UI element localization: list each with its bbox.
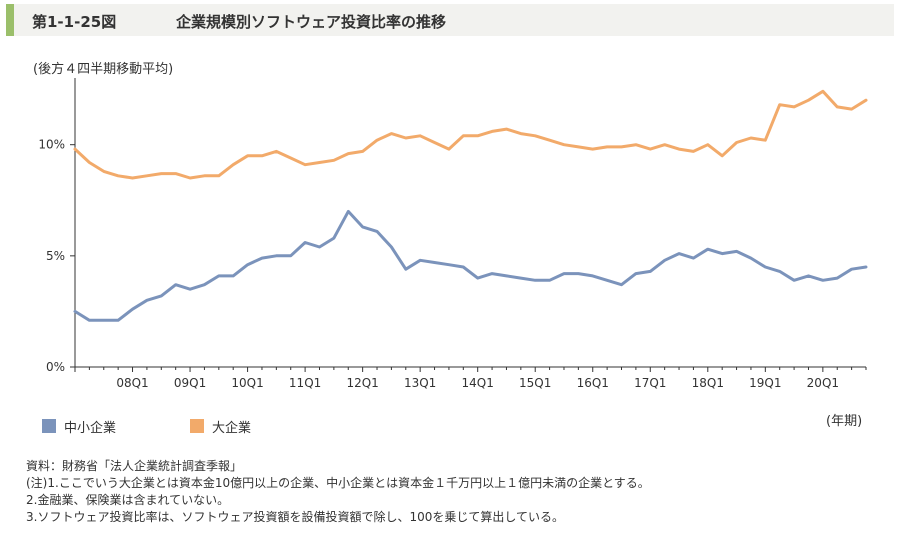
x-tick-label: 13Q1 (404, 376, 436, 390)
title-accent-bar (6, 4, 14, 36)
notes-block: 資料：財務省「法人企業統計調査季報」 (注)1.ここでいう大企業とは資本金10億… (26, 458, 650, 526)
legend-item-sme: 中小企業 (42, 418, 117, 436)
y-tick-label: 0% (46, 360, 65, 374)
x-tick-label: 19Q1 (749, 376, 781, 390)
figure-number: 第1-1-25図 (32, 13, 117, 31)
y-tick-label: 10% (38, 138, 65, 152)
legend-item-large: 大企業 (190, 418, 252, 436)
x-tick-label: 11Q1 (289, 376, 321, 390)
x-tick-label: 15Q1 (519, 376, 551, 390)
legend-swatch-sme (42, 419, 56, 433)
x-tick-label: 20Q1 (807, 376, 839, 390)
x-tick-label: 18Q1 (692, 376, 724, 390)
series-line-large (73, 89, 868, 180)
x-tick-label: 16Q1 (577, 376, 609, 390)
x-tick-label: 09Q1 (174, 376, 206, 390)
x-axis-unit: (年期) (826, 414, 863, 429)
x-tick-label: 17Q1 (634, 376, 666, 390)
source-note: 資料：財務省「法人企業統計調査季報」 (26, 459, 243, 473)
figure-title: 企業規模別ソフトウェア投資比率の推移 (176, 13, 447, 31)
x-tick-label: 12Q1 (346, 376, 378, 390)
note-2: 2.金融業、保険業は含まれていない。 (26, 493, 230, 507)
note-1: (注)1.ここでいう大企業とは資本金10億円以上の企業、中小企業とは資本金１千万… (26, 476, 650, 490)
figure-title-bar: 第1-1-25図 企業規模別ソフトウェア投資比率の推移 (6, 4, 894, 36)
y-tick-label: 5% (46, 249, 65, 263)
x-tick-label: 10Q1 (231, 376, 263, 390)
series-line-sme (73, 209, 868, 322)
x-tick-label: 08Q1 (116, 376, 148, 390)
legend-swatch-large (190, 419, 204, 433)
x-tick-label: 14Q1 (462, 376, 494, 390)
legend-label-sme: 中小企業 (64, 420, 117, 436)
note-3: 3.ソフトウェア投資比率は、ソフトウェア投資額を設備投資額で除し、100を乗じて… (26, 510, 564, 524)
chart-subtitle: (後方４四半期移動平均) (33, 62, 174, 77)
legend-label-large: 大企業 (212, 420, 252, 436)
